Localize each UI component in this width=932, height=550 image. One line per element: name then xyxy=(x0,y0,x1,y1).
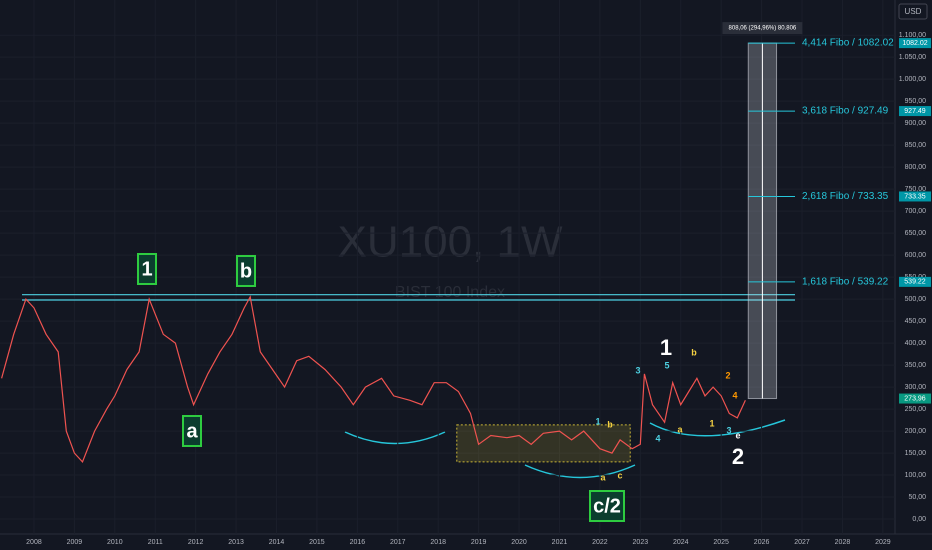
wave-label: 3 xyxy=(726,425,731,435)
wave-label: 2 xyxy=(725,370,730,380)
x-tick-label: 2016 xyxy=(350,539,366,546)
y-tick-label: 250,00 xyxy=(905,406,927,413)
wave-label-box xyxy=(182,415,202,447)
x-tick-label: 2021 xyxy=(552,539,568,546)
wave-label: e xyxy=(735,430,740,440)
y-tick-label: 350,00 xyxy=(905,362,927,369)
y-tick-label: 450,00 xyxy=(905,318,927,325)
wave-label: b xyxy=(607,419,613,429)
arc-drawing xyxy=(344,431,446,445)
y-tick-label: 750,00 xyxy=(905,186,927,193)
x-tick-label: 2008 xyxy=(26,539,42,546)
fib-tag-bg xyxy=(899,191,931,202)
x-tick-label: 2022 xyxy=(592,539,608,546)
watermark: XU100, 1W xyxy=(338,218,563,267)
wave-label: 1 xyxy=(660,335,672,360)
x-tick-label: 2023 xyxy=(633,539,649,546)
x-tick-label: 2014 xyxy=(269,539,285,546)
currency[interactable]: USD xyxy=(905,7,922,16)
wave-label: c/2 xyxy=(593,495,621,517)
fib-tag: 733.35 xyxy=(904,193,926,200)
wave-label: 1 xyxy=(595,416,600,426)
y-tick-label: 1.050,00 xyxy=(899,54,926,61)
wave-label: b xyxy=(691,347,697,357)
x-tick-label: 2024 xyxy=(673,539,689,546)
measure-label-bg xyxy=(722,22,803,35)
wave-label: 2 xyxy=(732,444,744,469)
arc-drawing xyxy=(649,419,786,437)
wave-label-box xyxy=(589,490,625,522)
y-tick-label: 850,00 xyxy=(905,142,927,149)
fib-label: 4,414 Fibo / 1082.02 xyxy=(802,38,894,49)
y-tick-label: 1.100,00 xyxy=(899,32,926,39)
y-tick-label: 900,00 xyxy=(905,120,927,127)
fib-label: 1,618 Fibo / 539.22 xyxy=(802,276,889,287)
fib-tag: 539.22 xyxy=(904,279,926,286)
y-tick-label: 50,00 xyxy=(908,494,926,501)
y-tick-label: 650,00 xyxy=(905,230,927,237)
wave-label: 1 xyxy=(709,418,714,428)
fib-label: 2,618 Fibo / 733.35 xyxy=(802,191,889,202)
y-tick-label: 0,00 xyxy=(912,516,926,523)
y-tick-label: 150,00 xyxy=(905,450,927,457)
wave-label: 4 xyxy=(732,390,737,400)
y-tick-label: 800,00 xyxy=(905,164,927,171)
x-tick-label: 2015 xyxy=(309,539,325,546)
wave-label: 4 xyxy=(655,433,660,443)
last-price-tag: 273,96 xyxy=(904,395,926,402)
y-tick-label: 300,00 xyxy=(905,384,927,391)
x-tick-label: 2029 xyxy=(875,539,891,546)
y-tick-label: 600,00 xyxy=(905,252,927,259)
wave-label: 5 xyxy=(664,360,669,370)
wave-label: 1 xyxy=(141,258,152,280)
x-tick-label: 2010 xyxy=(107,539,123,546)
price-line xyxy=(1,295,746,464)
y-tick-label: 700,00 xyxy=(905,208,927,215)
y-tick-label: 1.000,00 xyxy=(899,76,926,83)
wave-label: b xyxy=(240,260,252,282)
watermark-subtitle: BIST 100 Index xyxy=(395,284,505,301)
fib-tag-bg xyxy=(899,276,931,287)
fib-tag-bg xyxy=(899,106,931,117)
x-tick-label: 2020 xyxy=(511,539,527,546)
x-tick-label: 2025 xyxy=(713,539,729,546)
x-tick-label: 2009 xyxy=(67,539,83,546)
y-tick-label: 500,00 xyxy=(905,296,927,303)
x-tick-label: 2018 xyxy=(430,539,446,546)
x-tick-label: 2013 xyxy=(228,539,244,546)
fib-label: 3,618 Fibo / 927.49 xyxy=(802,106,889,117)
y-tick-label: 400,00 xyxy=(905,340,927,347)
x-tick-label: 2017 xyxy=(390,539,406,546)
x-tick-label: 2027 xyxy=(794,539,810,546)
measure-label: 808,06 (294,96%) 80.806 xyxy=(729,26,797,32)
fib-tag-bg xyxy=(899,38,931,49)
x-tick-label: 2028 xyxy=(835,539,851,546)
x-tick-label: 2026 xyxy=(754,539,770,546)
y-tick-label: 100,00 xyxy=(905,472,927,479)
fib-tag: 927.49 xyxy=(904,108,926,115)
wave-label: a xyxy=(677,424,683,434)
x-tick-label: 2011 xyxy=(148,539,163,546)
wave-label: a xyxy=(600,472,606,482)
wave-label: a xyxy=(186,420,198,442)
y-tick-label: 950,00 xyxy=(905,98,927,105)
x-tick-label: 2019 xyxy=(471,539,487,546)
y-tick-label: 200,00 xyxy=(905,428,927,435)
currency-button[interactable] xyxy=(898,3,928,20)
wave-label: c xyxy=(617,470,622,480)
x-tick-label: 2012 xyxy=(188,539,204,546)
wave-label-box xyxy=(236,255,256,287)
arc-drawing xyxy=(524,464,636,479)
wave-label-box xyxy=(137,253,157,285)
wave-label: 3 xyxy=(635,365,640,375)
fib-tag: 1082.02 xyxy=(902,40,927,47)
last-price-tag-bg xyxy=(899,393,931,404)
range-box xyxy=(456,424,631,463)
